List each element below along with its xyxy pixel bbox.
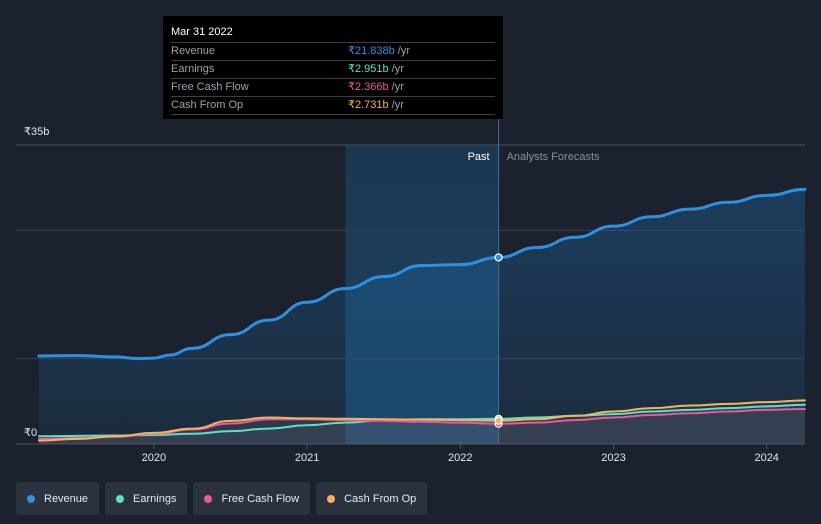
marker-cash-from-op [494, 416, 503, 425]
y-tick-label: ₹0 [24, 427, 37, 439]
tooltip-label: Free Cash Flow [171, 81, 249, 93]
marker-revenue [494, 253, 503, 262]
x-tick-label: 2021 [295, 452, 319, 464]
legend-item-free-cash-flow[interactable]: Free Cash Flow [193, 482, 311, 515]
series-line-revenue [37, 187, 807, 361]
y-tick-label: ₹35b [24, 126, 49, 138]
legend-item-cash-from-op[interactable]: Cash From Op [316, 482, 428, 515]
legend-label: Cash From Op [344, 492, 417, 505]
tooltip-value: ₹2.731b [348, 99, 389, 111]
legend-item-revenue[interactable]: Revenue [16, 482, 100, 515]
legend-label: Earnings [133, 492, 177, 505]
tooltip-label: Cash From Op [171, 99, 244, 111]
legend-item-earnings[interactable]: Earnings [105, 482, 188, 515]
tooltip-label: Revenue [171, 45, 216, 57]
tooltip-unit: /yr [391, 63, 404, 75]
past-label: Past [468, 151, 490, 163]
tooltip-unit: /yr [397, 45, 410, 57]
revenue-area [38, 189, 805, 444]
tooltip-row-free-cash-flow: Free Cash Flow ₹2.366b /yr [171, 78, 495, 96]
tooltip-value: ₹2.366b [348, 81, 389, 93]
x-tick-label: 2022 [448, 452, 472, 464]
tooltip-value: ₹21.838b [348, 45, 395, 57]
tooltip-row-earnings: Earnings ₹2.951b /yr [171, 60, 495, 78]
legend: Revenue Earnings Free Cash Flow Cash Fro… [16, 482, 428, 515]
forecast-label: Analysts Forecasts [507, 151, 600, 163]
tooltip-value: ₹2.951b [348, 63, 389, 75]
cash-from-op-dot-icon [327, 494, 336, 503]
x-tick-label: 2023 [601, 452, 625, 464]
tooltip-label: Earnings [171, 63, 215, 75]
tooltip-unit: /yr [391, 99, 404, 111]
legend-label: Revenue [44, 492, 89, 505]
tooltip: Mar 31 2022 Revenue ₹21.838b /yr Earning… [163, 16, 503, 119]
x-tick-label: 2024 [754, 452, 778, 464]
series-line-cash-from-op [37, 399, 806, 442]
earnings-dot-icon [116, 494, 125, 503]
tooltip-row-cash-from-op: Cash From Op ₹2.731b /yr [171, 96, 495, 115]
x-tick-label: 2020 [142, 452, 166, 464]
tooltip-row-revenue: Revenue ₹21.838b /yr [171, 42, 495, 60]
legend-label: Free Cash Flow [221, 492, 300, 505]
tooltip-date: Mar 31 2022 [171, 26, 233, 38]
tooltip-unit: /yr [391, 81, 404, 93]
revenue-dot-icon [27, 494, 35, 503]
free-cash-flow-dot-icon [204, 494, 213, 503]
